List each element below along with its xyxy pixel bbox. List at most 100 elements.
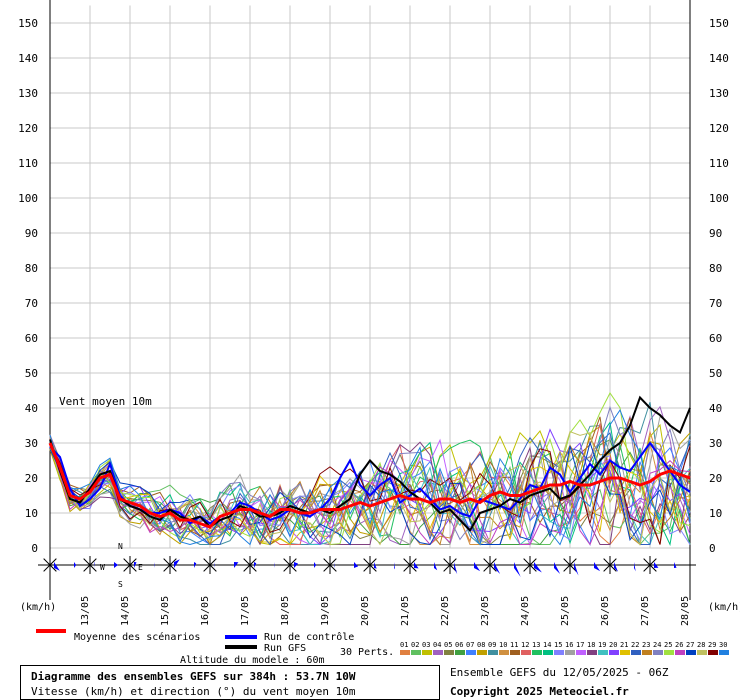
wind-direction-wedge [434, 562, 438, 571]
y-tick-label: 70 [25, 297, 38, 310]
pert-swatch-29 [708, 650, 718, 655]
grid-lines [49, 0, 691, 600]
pert-number-06: 06 [455, 641, 463, 649]
perturbation-legend: 01 02 03 04 05 06 07 08 09 10 11 12 13 14 15 16 17 18 19 20… [400, 641, 729, 655]
pert-number-23: 23 [642, 641, 650, 649]
wind-direction-wedge [654, 562, 659, 568]
wind-direction-wedge [314, 562, 317, 568]
perturbation-line-18 [49, 436, 691, 546]
wind-star-marker [483, 558, 497, 572]
y-tick-label: 130 [18, 87, 38, 100]
title-box: Diagramme des ensembles GEFS sur 384h : … [20, 665, 440, 700]
y-tick-label: 90 [709, 227, 722, 240]
x-date-label: 20/05 [360, 596, 371, 626]
wind-direction-wedge [134, 562, 137, 568]
pert-swatch-22 [631, 650, 641, 655]
pert-swatch-15 [554, 650, 564, 655]
legend-control-label: Run de contrôle [264, 631, 354, 643]
pert-swatch-25 [664, 650, 674, 655]
pert-swatch-10 [499, 650, 509, 655]
pert-number-08: 08 [477, 641, 485, 649]
x-date-label: 25/05 [560, 596, 571, 626]
pert-number-15: 15 [554, 641, 562, 649]
y-tick-label: 20 [709, 472, 722, 485]
compass-w: W [100, 563, 105, 572]
y-tick-label: 130 [709, 87, 729, 100]
pert-swatch-30 [719, 650, 729, 655]
wind-direction-wedge [234, 562, 239, 568]
y-tick-label: 120 [709, 122, 729, 135]
y-tick-label: 120 [18, 122, 38, 135]
y-tick-label: 30 [709, 437, 722, 450]
wind-direction-wedge [674, 562, 677, 568]
wind-star-marker [363, 558, 377, 572]
x-date-label: 17/05 [240, 596, 251, 626]
pert-swatch-14 [543, 650, 553, 655]
pert-number-28: 28 [697, 641, 705, 649]
pert-swatch-03 [422, 650, 432, 655]
wind-direction-wedge [514, 562, 521, 577]
wind-star-marker [123, 558, 137, 572]
y-axis-right: 0 10 20 30 40 50 60 70 80 90 100 110 120 130 140 150 [709, 17, 729, 555]
pert-swatch-28 [697, 650, 707, 655]
series-line-control [49, 441, 691, 525]
y-tick-label: 40 [25, 402, 38, 415]
x-date-label: 18/05 [280, 596, 291, 626]
wind-direction-wedge [374, 562, 377, 569]
x-date-label: 13/05 [80, 596, 91, 626]
y-tick-label: 0 [709, 542, 716, 555]
model-altitude: Altitude du modele : 60m [180, 655, 325, 666]
wind-star-marker [83, 558, 97, 572]
pert-number-27: 27 [686, 641, 694, 649]
perturbation-line-27 [49, 440, 691, 546]
pert-swatch-17 [576, 650, 586, 655]
wind-star-marker [523, 558, 537, 572]
wind-star-marker [563, 558, 577, 572]
wind-direction-wedge [534, 562, 542, 573]
pert-number-12: 12 [521, 641, 529, 649]
y-tick-label: 50 [25, 367, 38, 380]
y-tick-label: 60 [25, 332, 38, 345]
pert-swatch-20 [609, 650, 619, 655]
y-tick-label: 150 [709, 17, 729, 30]
pert-number-30: 30 [719, 641, 727, 649]
perturbation-line-02 [49, 437, 691, 546]
wind-direction-wedge [94, 562, 95, 568]
wind-direction-wedge [114, 562, 118, 568]
wind-star-marker [283, 558, 297, 572]
copyright: Copyright 2025 Meteociel.fr [450, 685, 629, 698]
x-date-label: 15/05 [160, 596, 171, 626]
pert-swatch-09 [488, 650, 498, 655]
y-tick-label: 90 [25, 227, 38, 240]
y-tick-label: 80 [25, 262, 38, 275]
pert-number-09: 09 [488, 641, 496, 649]
pert-swatch-24 [653, 650, 663, 655]
pert-swatch-07 [466, 650, 476, 655]
pert-number-25: 25 [664, 641, 672, 649]
pert-number-05: 05 [444, 641, 452, 649]
y-tick-label: 100 [709, 192, 729, 205]
pert-swatch-08 [477, 650, 487, 655]
wind-direction-wedge [74, 562, 77, 568]
wind-direction-wedge [474, 562, 481, 572]
wind-direction-wedge [174, 559, 180, 568]
wind-star-marker [243, 558, 257, 572]
y-tick-label: 50 [709, 367, 722, 380]
pert-swatch-26 [675, 650, 685, 655]
pert-number-17: 17 [576, 641, 584, 649]
y-tick-label: 30 [25, 437, 38, 450]
pert-swatch-13 [532, 650, 542, 655]
pert-swatch-01 [400, 650, 410, 655]
pert-number-22: 22 [631, 641, 639, 649]
series-line-gfs [49, 395, 691, 533]
y-tick-label: 60 [709, 332, 722, 345]
pert-swatch-05 [444, 650, 454, 655]
y-tick-label: 150 [18, 17, 38, 30]
y-unit-left: (km/h) [20, 602, 56, 613]
x-date-label: 22/05 [440, 596, 451, 626]
pert-number-03: 03 [422, 641, 430, 649]
pert-number-04: 04 [433, 641, 441, 649]
wind-star-marker [43, 558, 57, 572]
y-tick-label: 10 [709, 507, 722, 520]
wind-direction-wedge [634, 562, 636, 572]
